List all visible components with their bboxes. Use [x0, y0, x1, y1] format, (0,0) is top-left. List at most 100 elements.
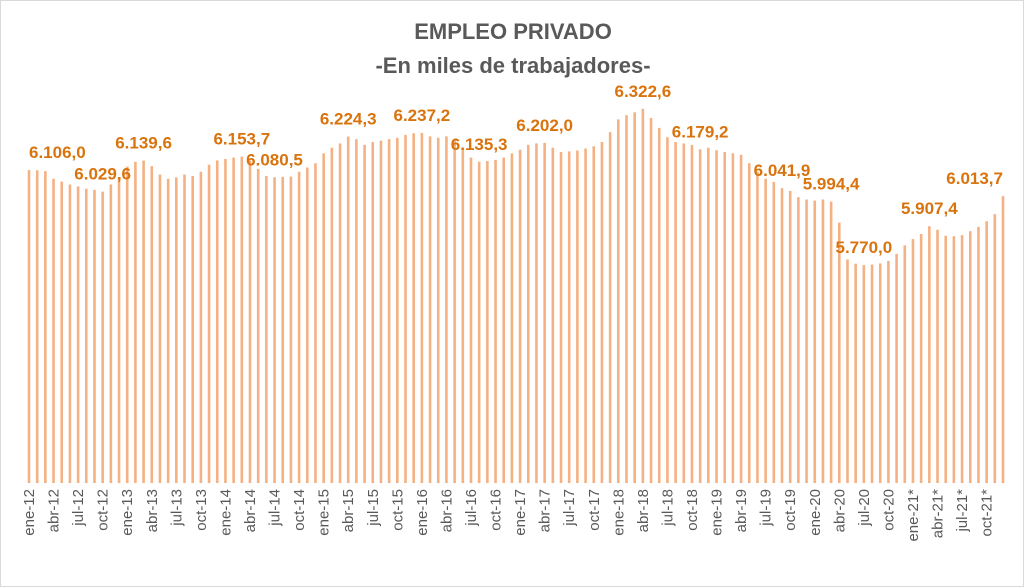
bar-oct-12 — [101, 191, 104, 483]
bar-mar-15 — [338, 143, 342, 483]
bar-may-17 — [551, 147, 555, 483]
data-label: 5.770,0 — [835, 238, 892, 257]
x-tick-label: oct-16 — [488, 489, 505, 531]
bar-dic-13 — [215, 160, 219, 484]
bar-mar-17 — [535, 143, 538, 483]
bar-oct-18 — [690, 144, 694, 484]
bar-ene-12 — [27, 170, 31, 484]
bar-jul-19 — [764, 178, 767, 483]
bar-ene-15 — [322, 153, 325, 483]
x-tick-label: abr-13 — [144, 489, 161, 532]
bar-jun-12 — [68, 184, 72, 483]
bar-jul-14 — [273, 177, 276, 483]
x-tick-label: jul-20 — [856, 489, 873, 527]
data-label: 6.135,3 — [451, 135, 508, 154]
bar-mar-13 — [142, 160, 145, 484]
bar-jul-17 — [567, 151, 571, 483]
bar-ene-20 — [813, 200, 817, 483]
x-tick-label: abr-12 — [46, 489, 63, 532]
data-label: 6.106,0 — [29, 143, 86, 162]
bar-oct-16 — [494, 159, 497, 484]
bar-jul-16 — [469, 157, 473, 483]
x-tick-label: ene-13 — [119, 489, 136, 536]
bar-ene-16 — [420, 132, 424, 484]
bar-may-13 — [158, 174, 162, 483]
bar-jul-13 — [175, 177, 178, 483]
data-label: 6.029,6 — [74, 165, 131, 184]
bar-feb-18 — [625, 115, 628, 484]
bar-mar-14 — [240, 156, 244, 484]
x-tick-label: jul-13 — [168, 489, 185, 527]
bar-abr-14 — [248, 160, 252, 484]
data-label: 6.322,6 — [615, 82, 672, 101]
x-tick-label: oct-20 — [880, 489, 897, 531]
bar-sep-21* — [977, 226, 980, 484]
x-tick-label: oct-17 — [586, 489, 603, 531]
bar-ago-16 — [477, 161, 481, 483]
bar-may-20 — [846, 259, 849, 483]
bar-nov-16 — [502, 157, 506, 483]
bar-may-16 — [453, 140, 456, 484]
x-tick-label: oct-21* — [979, 489, 996, 537]
bar-mar-19 — [731, 153, 735, 483]
bar-dic-14 — [314, 163, 317, 483]
bar-nov-13 — [207, 164, 211, 484]
x-tick-label: ene-20 — [807, 489, 824, 536]
bar-sep-13 — [191, 175, 194, 484]
bar-dic-18 — [707, 147, 710, 483]
bar-abr-16 — [445, 136, 448, 483]
x-tick-label: jul-19 — [758, 489, 775, 527]
bar-abr-21* — [936, 229, 939, 483]
bar-may-21* — [944, 235, 948, 483]
x-tick-label: ene-15 — [316, 489, 333, 536]
bar-jun-17 — [559, 151, 563, 483]
data-label: 6.224,3 — [320, 110, 377, 129]
bar-oct-17 — [592, 146, 596, 483]
bar-mar-16 — [436, 137, 440, 484]
bar-abr-12 — [52, 178, 55, 483]
x-tick-label: abr-15 — [340, 489, 357, 532]
x-tick-label: jul-15 — [365, 489, 382, 527]
bar-dic-21* — [1001, 196, 1005, 483]
bar-sep-19 — [780, 188, 784, 483]
bar-mar-21* — [928, 226, 931, 484]
bar-jul-18 — [666, 137, 669, 483]
data-label: 5.994,4 — [803, 175, 860, 194]
bar-dic-15 — [412, 133, 415, 483]
bar-abr-20 — [838, 222, 841, 484]
x-tick-label: jul-14 — [267, 489, 284, 527]
data-label: 6.202,0 — [516, 116, 573, 135]
bar-jun-19 — [756, 171, 759, 484]
data-label: 6.179,2 — [672, 122, 729, 141]
bar-mar-20 — [829, 201, 833, 483]
x-tick-label: abr-18 — [635, 489, 652, 532]
data-label: 6.013,7 — [946, 169, 1003, 188]
x-tick-label: oct-14 — [291, 489, 308, 531]
bar-feb-21* — [919, 233, 923, 483]
bar-feb-19 — [723, 151, 727, 483]
bar-ago-15 — [379, 140, 383, 484]
x-tick-label: oct-13 — [193, 489, 210, 531]
bar-may-18 — [649, 117, 653, 483]
bar-abr-17 — [543, 142, 546, 483]
bar-mar-18 — [633, 112, 636, 483]
chart-subtitle: -En miles de trabajadores- — [375, 53, 651, 78]
bar-ago-21* — [968, 231, 972, 483]
x-tick-label: abr-21* — [930, 489, 947, 538]
bar-jun-15 — [363, 144, 366, 484]
x-tick-label: ene-14 — [217, 489, 234, 536]
bar-feb-12 — [35, 170, 39, 483]
bar-ene-13 — [125, 166, 129, 483]
bar-jun-21* — [952, 236, 956, 483]
bar-sep-20 — [878, 263, 882, 483]
bar-dic-19 — [805, 199, 808, 483]
x-tick-label: ene-12 — [21, 489, 38, 536]
bar-dic-17 — [608, 132, 612, 483]
bar-ago-17 — [576, 150, 579, 483]
bar-ago-13 — [183, 174, 186, 483]
bar-nov-20 — [895, 253, 898, 483]
bar-feb-20 — [821, 199, 825, 483]
x-tick-label: abr-19 — [733, 489, 750, 532]
bar-oct-21* — [985, 221, 988, 483]
x-tick-label: ene-19 — [709, 489, 726, 536]
